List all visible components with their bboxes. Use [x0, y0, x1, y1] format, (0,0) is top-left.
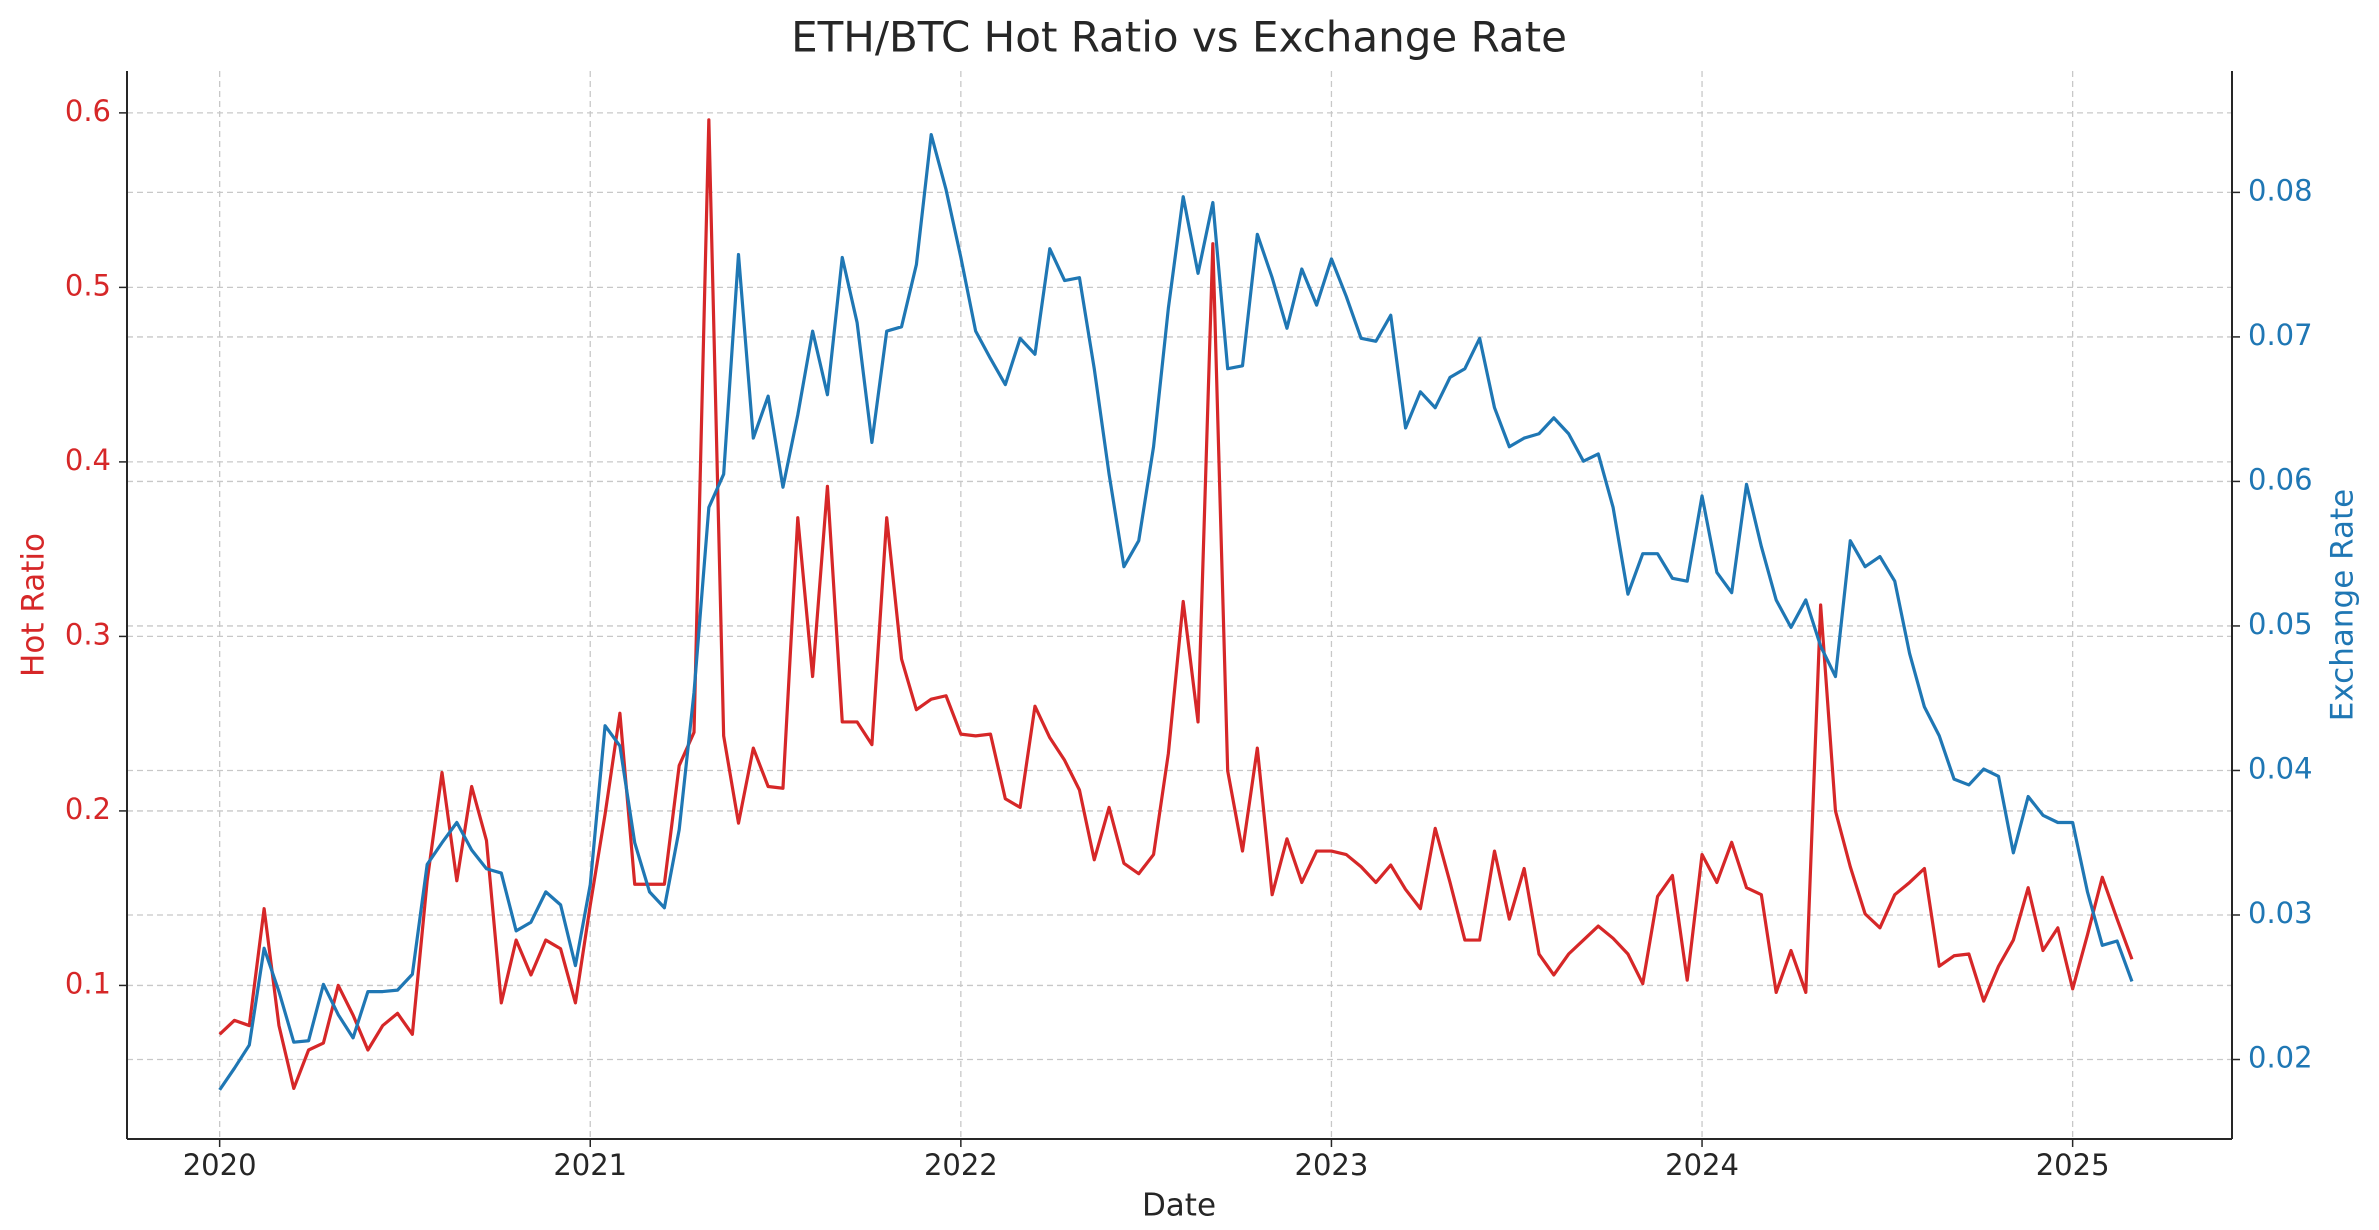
y2-tick-label: 0.06 [2248, 462, 2313, 496]
y2-tick-label: 0.07 [2248, 318, 2313, 352]
y-tick-label: 0.6 [65, 94, 111, 128]
y2-tick-label: 0.04 [2248, 751, 2313, 785]
y-tick-label: 0.4 [65, 443, 111, 477]
y-tick-label: 0.1 [65, 966, 111, 1000]
x-tick-label: 2022 [924, 1148, 998, 1182]
y2-tick-label: 0.02 [2248, 1041, 2313, 1075]
x-tick-label: 2024 [1665, 1148, 1739, 1182]
x-tick-label: 2021 [553, 1148, 627, 1182]
chart-title: ETH/BTC Hot Ratio vs Exchange Rate [791, 13, 1567, 62]
x-axis-label: Date [1142, 1188, 1216, 1224]
x-tick-label: 2023 [1295, 1148, 1369, 1182]
y-axis-label: Hot Ratio [16, 533, 52, 677]
series-line [218, 132, 2134, 1091]
y-tick-label: 0.2 [65, 792, 111, 826]
y2-tick-label: 0.03 [2248, 896, 2313, 930]
y2-axis-label: Exchange Rate [2325, 489, 2361, 721]
y2-tick-label: 0.08 [2248, 173, 2313, 207]
x-tick-label: 2025 [2036, 1148, 2110, 1182]
series-line [218, 118, 2134, 1090]
y-tick-label: 0.3 [65, 617, 111, 651]
y2-tick-label: 0.05 [2248, 607, 2313, 641]
x-tick-label: 2020 [183, 1148, 257, 1182]
y-tick-label: 0.5 [65, 268, 111, 302]
